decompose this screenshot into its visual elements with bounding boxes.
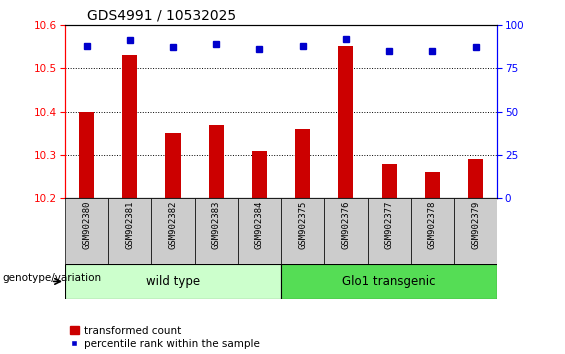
Bar	[151, 198, 194, 264]
Bar	[194, 198, 238, 264]
Text: GSM902383: GSM902383	[212, 200, 221, 249]
Text: GSM902377: GSM902377	[385, 200, 394, 249]
Bar	[468, 159, 483, 198]
Bar	[367, 198, 411, 264]
Bar	[425, 172, 440, 198]
Text: GSM902375: GSM902375	[298, 200, 307, 249]
Bar	[166, 133, 181, 198]
Text: GSM902380: GSM902380	[82, 200, 91, 249]
Bar	[338, 46, 354, 198]
Bar	[381, 164, 397, 198]
Text: GSM902384: GSM902384	[255, 200, 264, 249]
Bar	[454, 198, 497, 264]
Bar	[238, 198, 281, 264]
Bar	[65, 198, 108, 264]
Bar	[411, 198, 454, 264]
Text: genotype/variation: genotype/variation	[3, 273, 102, 283]
Text: GSM902378: GSM902378	[428, 200, 437, 249]
Bar	[208, 125, 224, 198]
Text: wild type: wild type	[146, 275, 200, 288]
Bar	[281, 264, 497, 299]
Bar	[295, 129, 310, 198]
Bar	[252, 150, 267, 198]
Text: GSM902382: GSM902382	[168, 200, 177, 249]
Bar	[65, 264, 281, 299]
Text: GSM902381: GSM902381	[125, 200, 134, 249]
Text: GDS4991 / 10532025: GDS4991 / 10532025	[86, 8, 236, 22]
Bar	[324, 198, 368, 264]
Legend: transformed count, percentile rank within the sample: transformed count, percentile rank withi…	[70, 326, 259, 349]
Bar	[79, 112, 94, 198]
Text: GSM902379: GSM902379	[471, 200, 480, 249]
Bar	[122, 55, 137, 198]
Bar	[108, 198, 151, 264]
Bar	[281, 198, 324, 264]
Text: GSM902376: GSM902376	[341, 200, 350, 249]
Text: Glo1 transgenic: Glo1 transgenic	[342, 275, 436, 288]
